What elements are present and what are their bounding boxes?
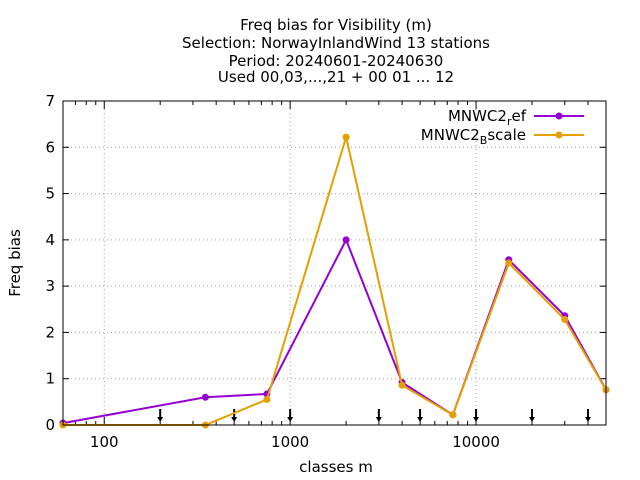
y-axis-label: Freq bias <box>6 229 24 297</box>
observation-marker-head <box>529 417 536 422</box>
title-line-1: Freq bias for Visibility (m) <box>240 16 432 34</box>
y-tick-label: 2 <box>45 323 55 341</box>
chart-title: Freq bias for Visibility (m) Selection: … <box>182 16 490 86</box>
observation-marker-head <box>417 417 424 422</box>
data-point <box>505 259 513 267</box>
x-tick-label: 10000 <box>452 433 500 451</box>
data-point <box>449 411 457 419</box>
title-line-4: Used 00,03,...,21 + 00 01 ... 12 <box>218 68 454 86</box>
y-tick-label: 5 <box>45 185 55 203</box>
y-tick-label: 6 <box>45 138 55 156</box>
title-line-3: Period: 20240601-20240630 <box>229 52 444 70</box>
series-0 <box>59 236 610 427</box>
series-line <box>62 237 607 425</box>
title-line-2: Selection: NorwayInlandWind 13 stations <box>182 34 490 52</box>
observation-marker-head <box>231 417 238 422</box>
x-tick-label: 100 <box>90 433 119 451</box>
legend-marker <box>555 131 563 139</box>
series-1 <box>59 133 610 429</box>
data-point <box>561 315 569 323</box>
observation-markers <box>157 409 591 422</box>
observation-marker-head <box>584 417 591 422</box>
data-point <box>201 393 209 401</box>
series-layer <box>59 133 610 429</box>
x-tick-label: 1000 <box>271 433 309 451</box>
data-point <box>263 396 271 404</box>
observation-marker-head <box>473 417 480 422</box>
y-tick-label: 4 <box>45 231 55 249</box>
y-tick-label: 1 <box>45 370 55 388</box>
y-tick-label: 3 <box>45 277 55 295</box>
data-point <box>342 133 350 141</box>
legend-label: MNWC2Bscale <box>421 126 526 147</box>
series-line <box>63 133 607 426</box>
plot-frame <box>62 100 607 426</box>
legend-marker <box>555 112 563 120</box>
y-tick-label: 0 <box>45 416 55 434</box>
y-tick-label: 7 <box>45 92 55 110</box>
data-point <box>398 381 406 389</box>
legend-label: MNWC2ref <box>448 107 527 128</box>
data-point <box>342 236 350 244</box>
observation-marker-head <box>287 417 294 422</box>
grid <box>63 101 606 425</box>
x-axis-label: classes m <box>299 458 373 476</box>
observation-marker-head <box>375 417 382 422</box>
tick-labels: 0 1 2 3 4 5 6 7 100 1000 10000 <box>45 92 499 451</box>
observation-marker-head <box>157 417 164 422</box>
